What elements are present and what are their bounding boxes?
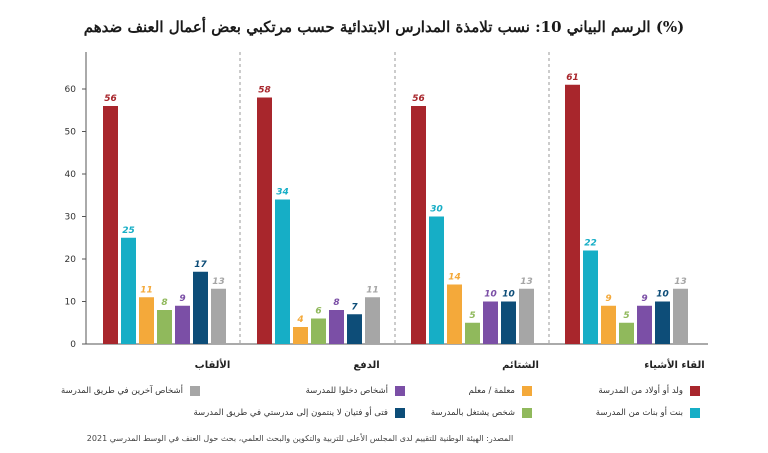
bar [501,301,516,344]
y-tick-label: 40 [65,170,77,180]
y-tick-label: 20 [65,255,77,265]
legend-label: فتى أو فتيان لا ينتمون إلى مدرستي في طري… [193,408,388,418]
chart-title: الرسم البياني 10: نسب تلامذة المدارس الا… [83,18,685,36]
bar [465,322,480,344]
bar-value-label: 11 [140,285,153,295]
source-note: المصدر: الهيئة الوطنية للتقييم لدى المجل… [86,434,514,443]
legend-label: أشخاص آخرين في طريق المدرسة [61,386,183,396]
bar [175,305,190,344]
bar-value-label: 8 [161,298,167,308]
bar-value-label: 10 [484,290,497,300]
bar-value-label: 5 [623,311,629,321]
bar [565,84,580,344]
bar-value-label: 9 [605,294,611,304]
bar [157,310,172,344]
bar-value-label: 56 [412,94,425,104]
legend-swatch [690,386,700,396]
bar-value-label: 5 [469,311,475,321]
legend-item: معلمة / معلم [469,386,532,396]
bar-value-label: 13 [520,277,533,287]
bar-value-label: 7 [351,302,358,312]
legend-item: أشخاص آخرين في طريق المدرسة [61,386,200,396]
legend-swatch [395,386,405,396]
y-tick-label: 60 [65,85,77,95]
bar [655,301,670,344]
bar-value-label: 30 [430,205,443,215]
bar-value-label: 4 [296,315,303,325]
y-tick-label: 50 [65,128,77,138]
bar-value-label: 22 [584,239,597,249]
bar [601,305,616,344]
bar [293,327,308,344]
bar [311,318,326,344]
bar-value-label: 6 [315,307,321,317]
bar-value-label: 25 [122,226,135,236]
legend-label: معلمة / معلم [468,386,515,396]
bar [637,305,652,344]
bar [121,237,136,344]
bar [329,310,344,344]
y-tick-label: 30 [65,213,77,223]
bar [211,288,226,344]
legend-swatch [522,386,532,396]
category-label: الألقاب [195,358,231,371]
legend-item: شخص يشتغل بالمدرسة [431,408,532,418]
bar-value-label: 9 [641,294,647,304]
bar-value-label: 13 [674,277,687,287]
category-label: الشتائم [502,360,539,371]
legend-label: ولد أو أولاد من المدرسة [598,386,683,396]
bar [257,97,272,344]
category-label: الدفع [353,360,379,371]
bar-value-label: 9 [179,294,185,304]
bar-value-label: 10 [502,290,515,300]
legend-label: بنت أو بنات من المدرسة [595,408,683,418]
legend-swatch [690,408,700,418]
bar-value-label: 11 [366,285,379,295]
bar-value-label: 58 [258,86,271,96]
legend-item: ولد أو أولاد من المدرسة [598,386,700,396]
bar-value-label: 61 [566,73,579,83]
y-tick-label: 0 [70,340,76,350]
bar-value-label: 17 [194,260,207,270]
bar [139,297,154,344]
chart-legend: ولد أو أولاد من المدرسة بنت أو بنات من ا… [40,386,700,426]
bar [411,106,426,344]
bar-value-label: 13 [212,277,225,287]
bar-value-label: 14 [448,273,461,283]
bar [519,288,534,344]
bar [103,106,118,344]
legend-label: أشخاص دخلوا للمدرسة [305,386,388,396]
bar [619,322,634,344]
legend-swatch [190,386,200,396]
bar-value-label: 8 [333,298,339,308]
bar [447,284,462,344]
legend-item: أشخاص دخلوا للمدرسة [306,386,405,396]
legend-swatch [522,408,532,418]
category-label: القاء الأشياء [644,358,704,371]
legend-label: شخص يشتغل بالمدرسة [430,408,515,418]
y-tick-label: 10 [65,298,77,308]
bar [275,199,290,344]
bar-value-label: 34 [276,188,289,198]
bar [347,314,362,344]
bar-value-label: 56 [104,94,117,104]
legend-item: بنت أو بنات من المدرسة [596,408,700,418]
bar [193,271,208,344]
legend-swatch [395,408,405,418]
bar [365,297,380,344]
bar [483,301,498,344]
bar [583,250,598,344]
bar [429,216,444,344]
bar [673,288,688,344]
legend-item: فتى أو فتيان لا ينتمون إلى مدرستي في طري… [193,408,405,418]
bar-value-label: 10 [656,290,669,300]
